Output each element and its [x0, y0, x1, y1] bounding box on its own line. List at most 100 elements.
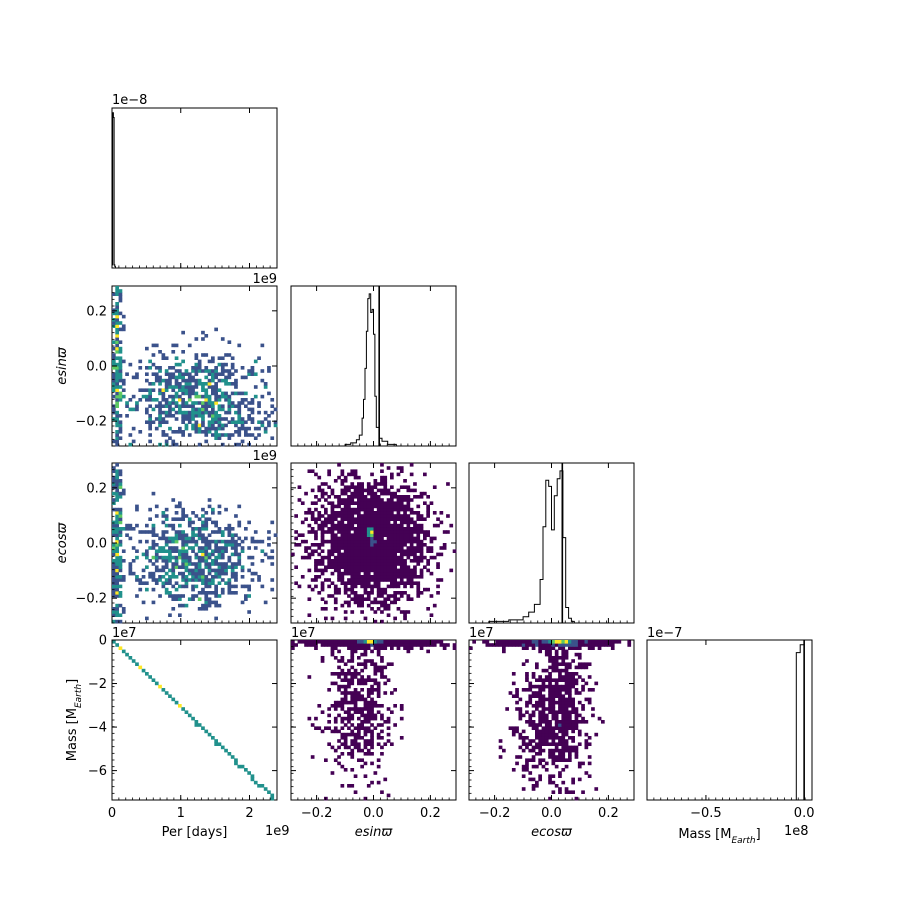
density-bin	[333, 539, 338, 544]
density-bin	[333, 726, 338, 730]
density-bin	[587, 675, 592, 679]
density-bin	[224, 378, 228, 383]
density-bin	[403, 613, 407, 617]
density-bin	[300, 501, 305, 505]
density-bin	[154, 568, 159, 573]
density-bin	[366, 716, 371, 721]
density-bin	[340, 543, 345, 547]
density-bin	[360, 517, 364, 521]
density-bin	[168, 575, 172, 579]
density-bin	[118, 327, 123, 332]
density-bin	[419, 549, 424, 553]
density-bin	[423, 565, 427, 569]
density-bin	[390, 501, 394, 505]
density-bin	[115, 439, 119, 444]
density-bin	[429, 594, 434, 598]
density-bin	[541, 729, 546, 734]
density-bin	[538, 643, 542, 647]
density-bin	[112, 565, 116, 569]
density-bin	[564, 710, 569, 714]
density-bin	[227, 584, 232, 589]
density-bin	[131, 394, 136, 399]
density-bin	[531, 675, 536, 679]
density-bin	[115, 420, 119, 424]
density-bin	[350, 565, 355, 569]
density-bin	[151, 533, 156, 537]
density-bin	[353, 559, 358, 563]
density-bin	[191, 385, 195, 389]
density-bin	[508, 640, 513, 644]
density-bin	[544, 729, 549, 734]
density-bin	[584, 739, 589, 743]
density-bin	[267, 536, 271, 541]
density-bin	[327, 552, 331, 557]
density-bin	[363, 530, 368, 534]
density-bin	[168, 613, 172, 617]
density-bin	[270, 410, 275, 415]
density-bin	[380, 640, 384, 644]
density-bin	[112, 571, 116, 576]
density-bin	[353, 575, 358, 579]
density-bin	[191, 366, 195, 370]
density-bin	[148, 517, 152, 521]
density-bin	[247, 546, 251, 550]
density-bin	[324, 568, 328, 573]
density-bin	[360, 495, 364, 499]
density-bin	[158, 401, 162, 405]
density-bin	[353, 571, 358, 576]
density-bin	[383, 591, 388, 595]
density-bin	[353, 565, 358, 569]
density-bin	[118, 414, 123, 418]
offset-label: 1e9	[265, 824, 290, 839]
density-bin	[340, 691, 345, 695]
density-bin	[390, 543, 394, 547]
density-bin	[502, 643, 506, 647]
density-bin	[184, 584, 189, 589]
density-bin	[386, 568, 391, 573]
density-bin	[561, 758, 566, 762]
density-bin	[436, 640, 440, 644]
density-bin	[340, 678, 345, 682]
density-bin	[399, 466, 404, 470]
density-bin	[393, 643, 397, 647]
density-bin	[340, 482, 345, 486]
density-bin	[257, 578, 261, 582]
density-bin	[317, 546, 322, 550]
density-bin	[307, 675, 312, 679]
density-bin	[168, 375, 172, 380]
density-bin	[161, 420, 166, 424]
density-bin	[350, 755, 355, 759]
density-bin	[531, 748, 536, 753]
density-bin	[343, 504, 348, 509]
density-bin	[383, 777, 388, 782]
density-bin	[538, 739, 542, 743]
density-bin	[191, 391, 195, 396]
density-bin	[577, 700, 582, 705]
density-bin	[314, 495, 318, 499]
density-bin	[151, 678, 156, 682]
density-bin	[366, 559, 371, 563]
density-bin	[343, 568, 348, 573]
density-bin	[353, 742, 358, 746]
density-bin	[366, 488, 371, 493]
density-bin	[151, 372, 156, 376]
density-bin	[363, 587, 368, 592]
density-bin	[380, 530, 384, 534]
density-bin	[333, 700, 338, 705]
xlabel-mass-sub: Earth	[731, 836, 755, 846]
density-bin	[327, 472, 331, 477]
density-bin	[393, 514, 397, 518]
density-bin	[343, 768, 348, 772]
density-bin	[330, 729, 335, 734]
density-bin	[220, 571, 225, 576]
density-bin	[171, 401, 176, 405]
density-bin	[554, 745, 559, 750]
density-bin	[178, 430, 182, 434]
density-bin	[115, 463, 119, 467]
density-bin	[151, 398, 156, 402]
density-bin	[370, 761, 374, 766]
density-bin	[554, 662, 559, 666]
density-bin	[373, 610, 378, 614]
density-bin	[350, 539, 355, 544]
density-bin	[350, 643, 355, 647]
